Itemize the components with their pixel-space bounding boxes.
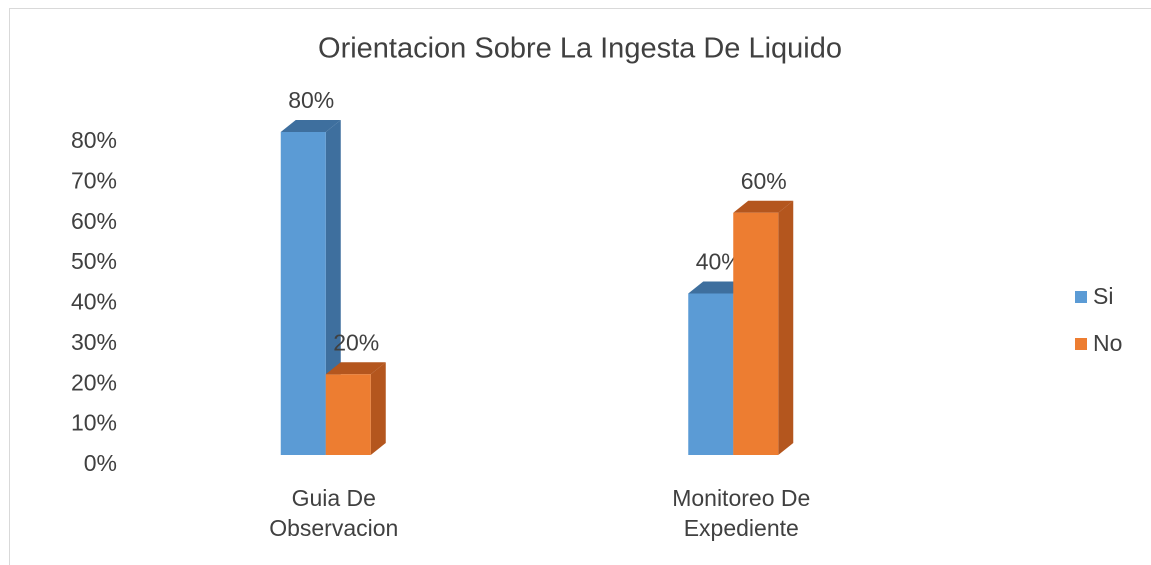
chart-title: Orientacion Sobre La Ingesta De Liquido — [318, 33, 842, 65]
bar — [733, 212, 779, 455]
x-tick-label: Guia De Observacion — [269, 485, 399, 541]
bar-side — [370, 362, 386, 455]
bar — [325, 374, 371, 455]
bar-side — [778, 200, 794, 455]
bar — [280, 132, 326, 455]
bar — [688, 293, 734, 455]
data-label: 80% — [288, 87, 334, 113]
y-tick-label: 50% — [71, 248, 117, 274]
bar-top — [325, 362, 386, 375]
y-tick-label: 10% — [71, 410, 117, 436]
y-tick-label: 70% — [71, 167, 117, 193]
x-tick-label: Monitoreo De Expediente — [672, 485, 811, 541]
y-tick-label: 0% — [84, 450, 117, 476]
y-tick-label: 60% — [71, 208, 117, 234]
data-label: 20% — [333, 329, 379, 355]
legend-swatch — [1075, 338, 1087, 350]
data-label: 60% — [741, 168, 787, 194]
legend-swatch — [1075, 291, 1087, 303]
y-tick-label: 80% — [71, 127, 117, 153]
legend-label: Si — [1093, 283, 1113, 309]
bar-top — [280, 120, 341, 132]
legend-label: No — [1093, 330, 1122, 356]
y-tick-label: 30% — [71, 329, 117, 355]
y-tick-label: 20% — [71, 369, 117, 395]
bar-top — [733, 200, 794, 213]
y-tick-label: 40% — [71, 289, 117, 315]
chart-border — [9, 8, 1151, 565]
